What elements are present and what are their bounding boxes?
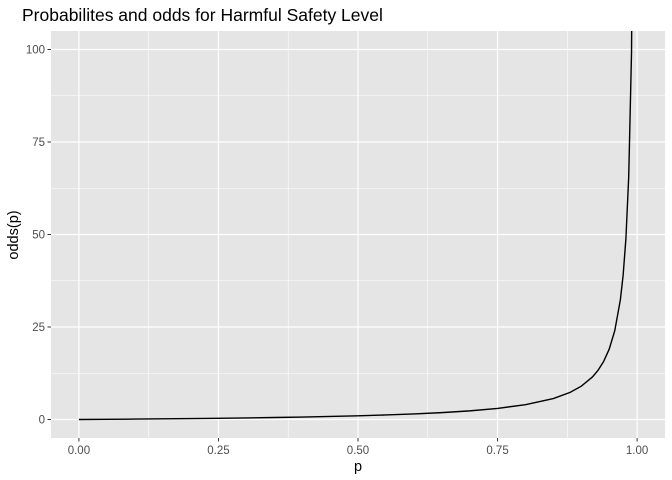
y-tick-label: 25 <box>32 322 45 334</box>
plot-area <box>78 31 633 421</box>
series-line <box>78 31 633 421</box>
x-axis-title: p <box>354 459 362 475</box>
x-tick-label: 1.00 <box>626 445 648 457</box>
y-axis: 0 25 50 75 100 <box>26 45 51 427</box>
chart-title: Probabilites and odds for Harmful Safety… <box>22 5 383 25</box>
y-tick-label: 75 <box>32 137 45 149</box>
y-tick-label: 0 <box>39 415 45 427</box>
x-tick-label: 0.00 <box>68 445 90 457</box>
grid-major <box>51 31 665 438</box>
x-tick-label: 0.50 <box>347 445 369 457</box>
y-tick-label: 50 <box>32 230 45 242</box>
x-tick-label: 0.75 <box>486 445 508 457</box>
y-tick-label: 100 <box>26 45 45 57</box>
x-tick-label: 0.25 <box>207 445 229 457</box>
y-axis-title: odds(p) <box>6 210 22 259</box>
x-axis: 0.00 0.25 0.50 0.75 1.00 <box>68 438 648 457</box>
